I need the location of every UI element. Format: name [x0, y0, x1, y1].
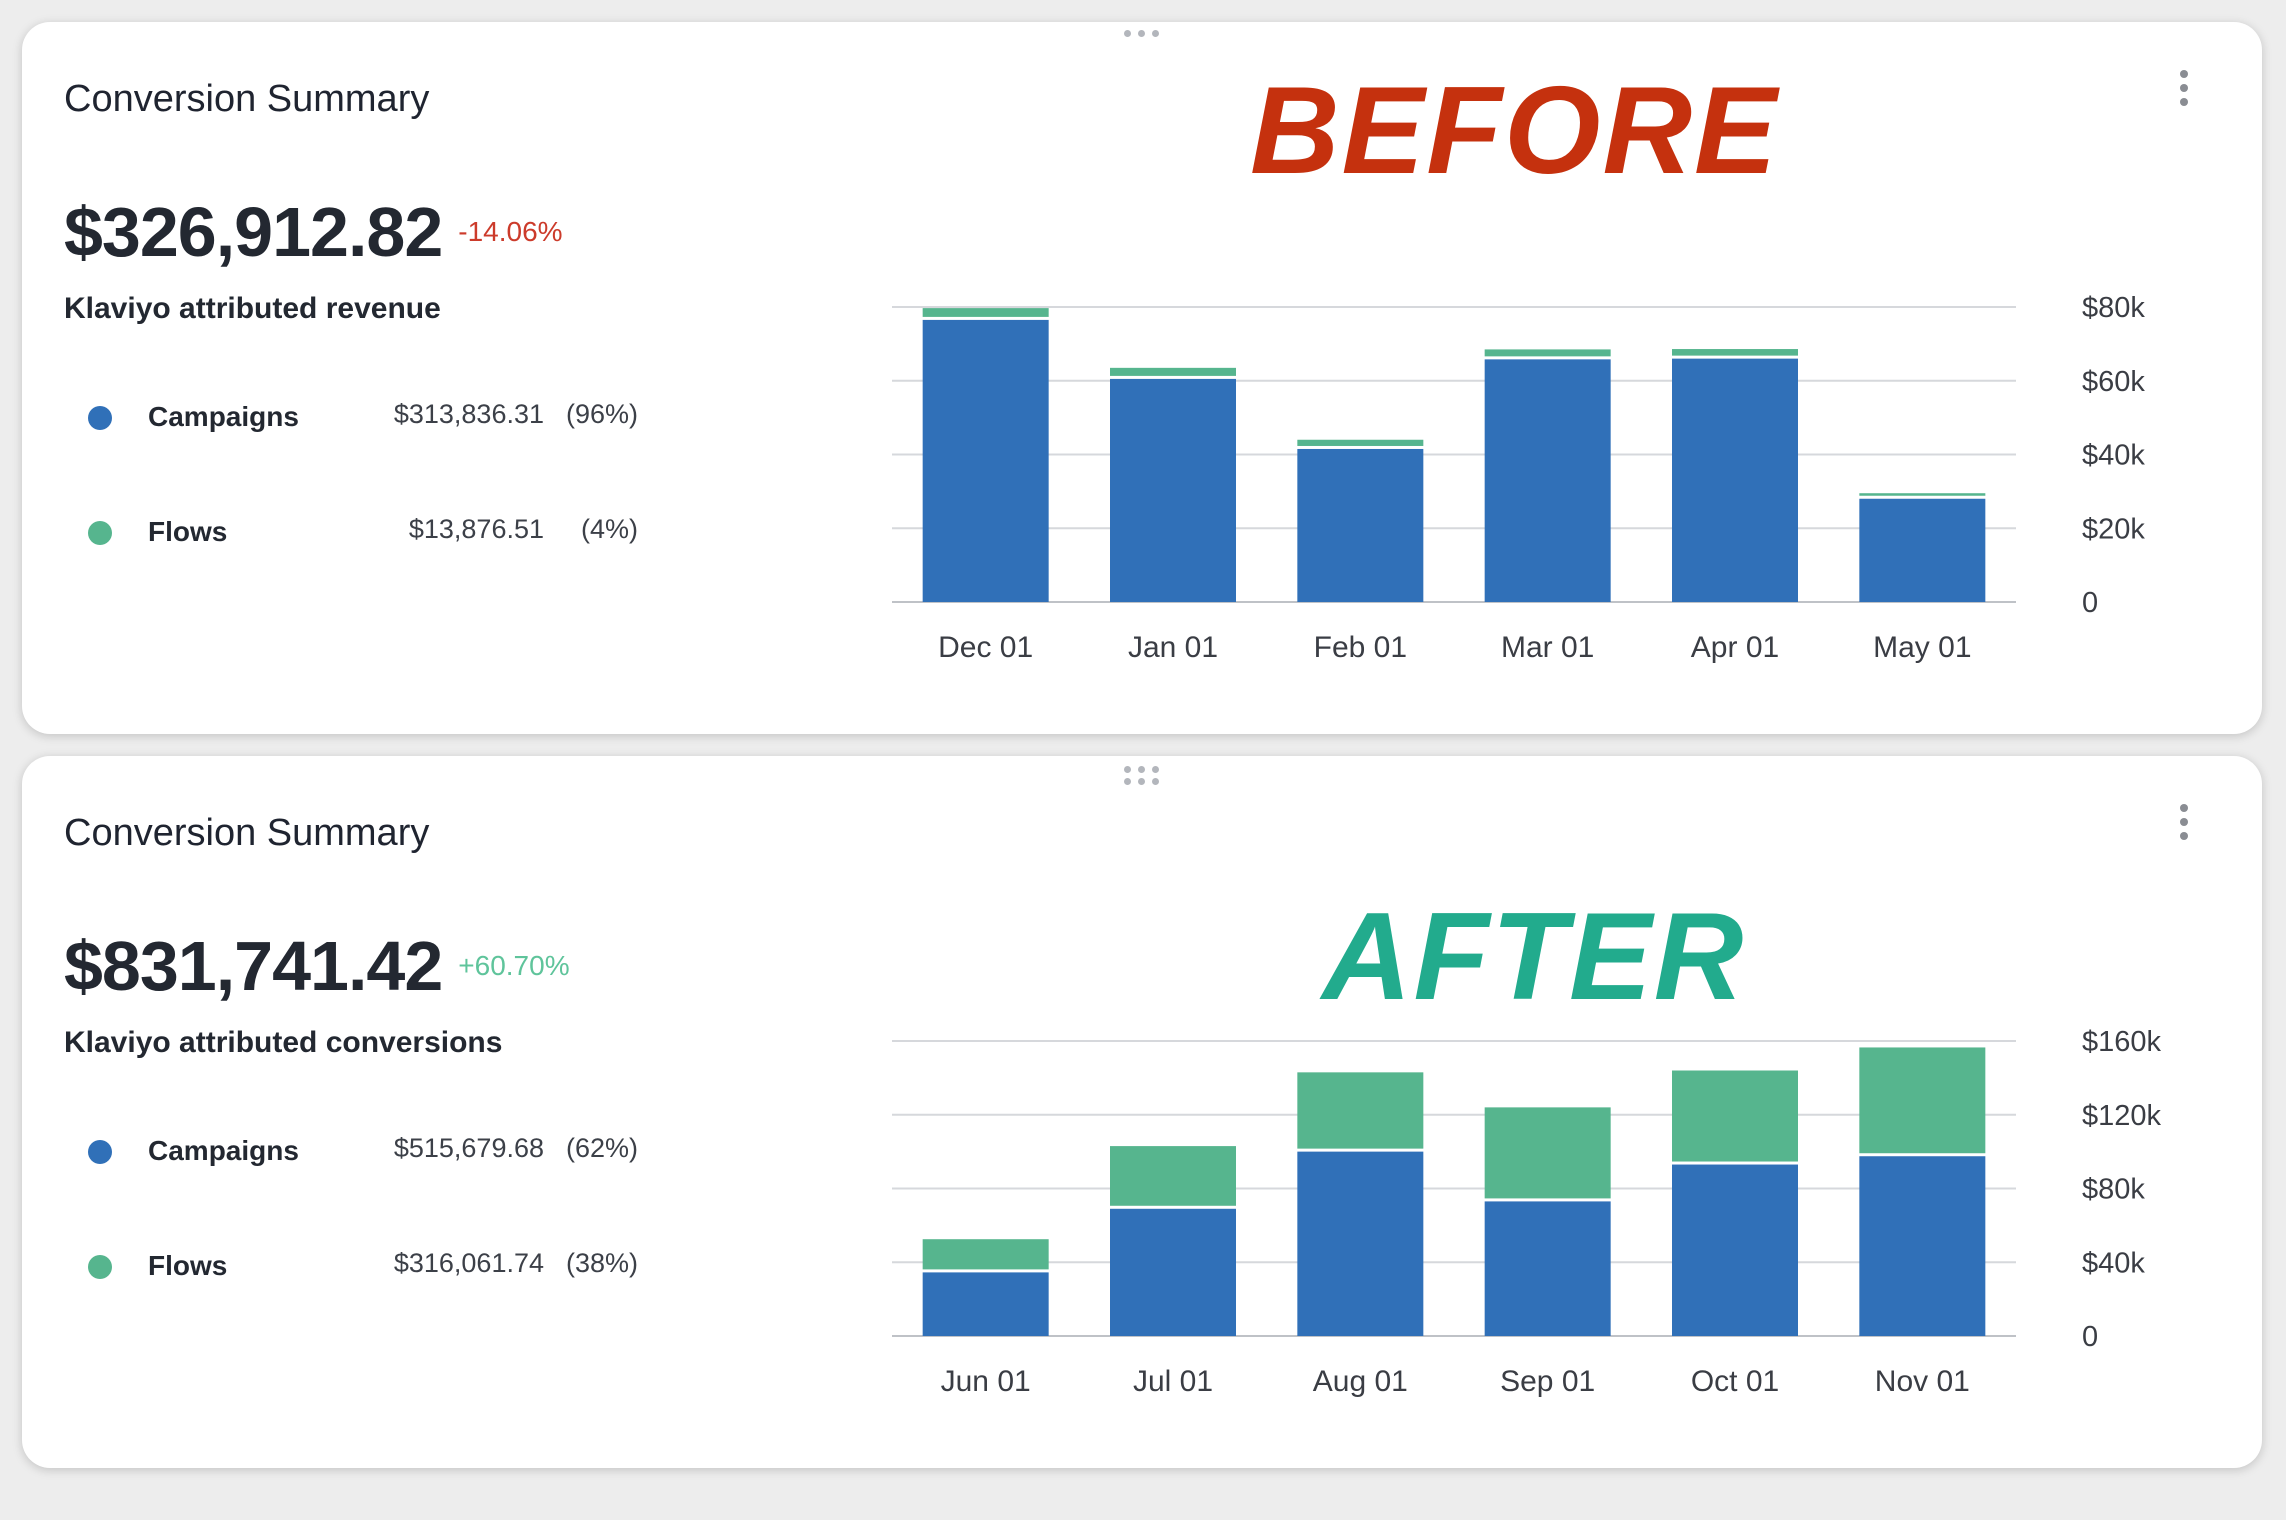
y-tick-label: $80k: [2082, 292, 2145, 324]
legend-dot-icon: [88, 1140, 112, 1164]
bar-campaigns[interactable]: [922, 1272, 1049, 1336]
bar-campaigns[interactable]: [1110, 378, 1236, 602]
bar-campaigns[interactable]: [1859, 498, 1986, 602]
bar-campaigns[interactable]: [1297, 1151, 1424, 1336]
legend-item-campaigns: Campaigns $313,836.31 (96%): [64, 397, 654, 437]
legend-label: Campaigns: [148, 401, 299, 432]
x-tick-label: Jul 01: [1133, 1365, 1213, 1398]
total-amount-row: $326,912.82 -14.06%: [64, 192, 563, 272]
legend-percent: (62%): [565, 1133, 638, 1163]
bar-flows[interactable]: [922, 1239, 1049, 1270]
legend-value: $515,679.68: [393, 1133, 544, 1163]
legend-value: $313,836.31: [393, 399, 544, 429]
x-tick-label: May 01: [1873, 631, 1971, 664]
more-vertical-icon[interactable]: [2176, 70, 2192, 108]
change-badge: +60.70%: [458, 950, 570, 981]
conversion-summary-card-after: Conversion Summary AFTER $831,741.42 +60…: [22, 756, 2262, 1468]
bar-campaigns[interactable]: [1110, 1208, 1236, 1336]
bar-flows[interactable]: [1484, 349, 1611, 357]
bar-flows[interactable]: [1672, 349, 1798, 356]
legend-label: Campaigns: [148, 1135, 299, 1166]
total-amount-row: $831,741.42 +60.70%: [64, 926, 570, 1006]
bar-flows[interactable]: [922, 308, 1049, 317]
bar-flows[interactable]: [1484, 1107, 1611, 1199]
y-tick-label: $40k: [2082, 440, 2145, 472]
legend-dot-icon: [88, 521, 112, 545]
drag-handle-icon[interactable]: [1122, 28, 1172, 52]
bar-flows[interactable]: [1110, 1146, 1236, 1206]
bar-flows[interactable]: [1297, 1072, 1424, 1149]
y-tick-label: $160k: [2082, 1026, 2162, 1058]
legend-percent: (4%): [580, 514, 638, 544]
bar-flows[interactable]: [1110, 367, 1236, 376]
bar-flows[interactable]: [1859, 1047, 1986, 1154]
total-amount: $831,741.42: [64, 927, 443, 1005]
x-tick-label: Jun 01: [941, 1365, 1031, 1398]
x-tick-label: Sep 01: [1500, 1365, 1595, 1398]
bar-campaigns[interactable]: [922, 319, 1049, 602]
legend-value: $316,061.74: [393, 1248, 544, 1278]
legend-item-flows: Flows $13,876.51 (4%): [64, 512, 654, 552]
legend-dot-icon: [88, 1255, 112, 1279]
x-tick-label: Apr 01: [1691, 631, 1779, 664]
legend-item-flows: Flows $316,061.74 (38%): [64, 1246, 654, 1286]
legend-value: $13,876.51: [408, 514, 544, 544]
bar-campaigns[interactable]: [1672, 1164, 1798, 1336]
card-title: Conversion Summary: [64, 812, 430, 854]
bar-flows[interactable]: [1297, 439, 1424, 446]
stacked-bar-chart-before: 0 $20k $40k $60k $80k Dec 01 Jan 01 Feb 01 Mar 0…: [892, 292, 2145, 664]
bar-flows[interactable]: [1859, 493, 1986, 496]
legend-item-campaigns: Campaigns $515,679.68 (62%): [64, 1131, 654, 1171]
y-tick-label: $80k: [2082, 1174, 2145, 1206]
bar-campaigns[interactable]: [1297, 448, 1424, 602]
conversion-summary-card-before: Conversion Summary BEFORE $326,912.82 -1…: [22, 22, 2262, 734]
drag-handle-icon[interactable]: [1122, 762, 1172, 786]
card-title: Conversion Summary: [64, 78, 430, 120]
bar-flows[interactable]: [1672, 1070, 1798, 1162]
bar-campaigns[interactable]: [1484, 359, 1611, 602]
bar-campaigns[interactable]: [1859, 1156, 1986, 1336]
change-badge: -14.06%: [458, 216, 563, 247]
after-label: AFTER: [1322, 888, 1746, 1026]
y-tick-label: $120k: [2082, 1100, 2162, 1132]
x-tick-label: Oct 01: [1691, 1365, 1779, 1398]
more-vertical-icon[interactable]: [2176, 804, 2192, 842]
x-tick-label: Aug 01: [1313, 1365, 1408, 1398]
metric-subtitle: Klaviyo attributed conversions: [64, 1026, 503, 1059]
metric-subtitle: Klaviyo attributed revenue: [64, 292, 441, 325]
x-tick-label: Dec 01: [938, 631, 1033, 664]
x-tick-label: Mar 01: [1501, 631, 1594, 664]
legend-dot-icon: [88, 406, 112, 430]
x-tick-label: Jan 01: [1128, 631, 1218, 664]
x-tick-label: Nov 01: [1875, 1365, 1970, 1398]
legend-percent: (38%): [565, 1248, 638, 1278]
x-tick-label: Feb 01: [1314, 631, 1407, 664]
legend-percent: (96%): [565, 399, 638, 429]
y-tick-label: $40k: [2082, 1247, 2145, 1279]
before-label: BEFORE: [1250, 62, 1779, 200]
y-tick-label: $60k: [2082, 366, 2145, 398]
y-tick-label: 0: [2082, 587, 2098, 619]
bar-campaigns[interactable]: [1672, 358, 1798, 602]
stacked-bar-chart-after: 0 $40k $80k $120k $160k Jun 01 Jul 01 Aug 01 Sep…: [892, 1026, 2162, 1398]
y-tick-label: $20k: [2082, 513, 2145, 545]
legend-label: Flows: [148, 1250, 228, 1281]
y-tick-label: 0: [2082, 1321, 2098, 1353]
legend-label: Flows: [148, 516, 228, 547]
total-amount: $326,912.82: [64, 193, 443, 271]
bar-campaigns[interactable]: [1484, 1201, 1611, 1336]
